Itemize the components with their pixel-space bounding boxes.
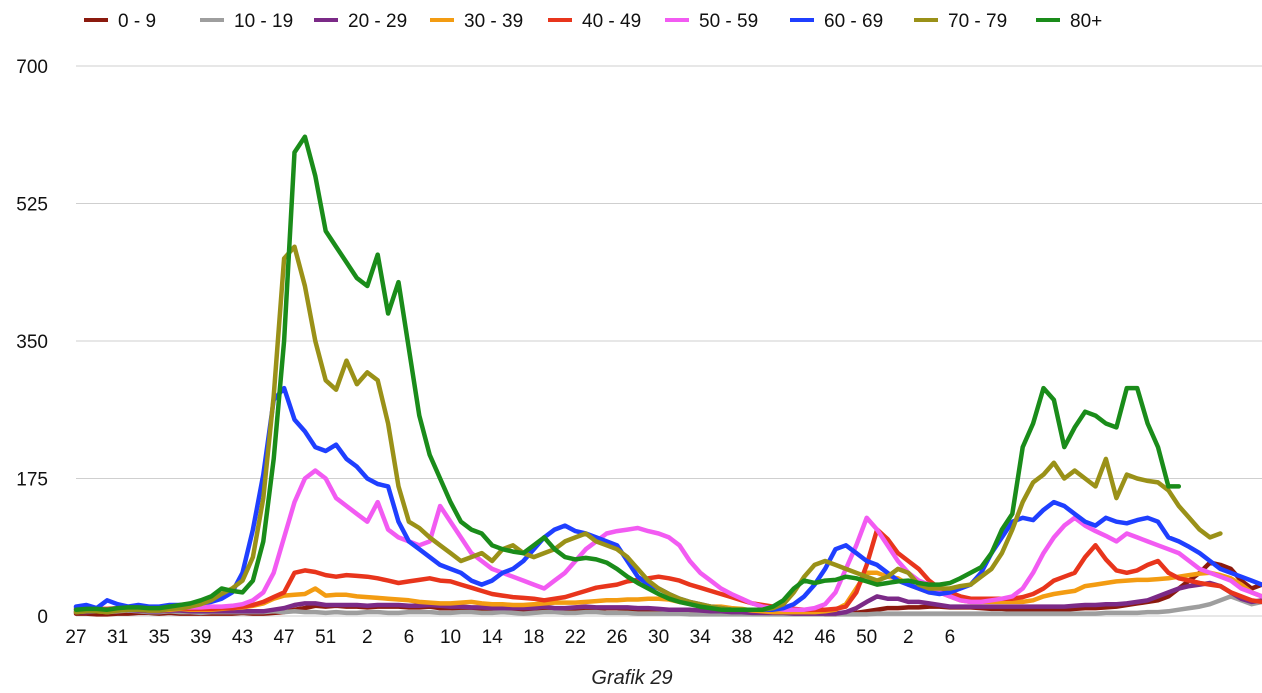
series-line-20-29 xyxy=(73,580,1262,616)
legend-item: 40 - 49 xyxy=(548,11,641,32)
series-lines xyxy=(73,134,1262,617)
x-tick-label: 34 xyxy=(690,627,712,648)
legend-label: 20 - 29 xyxy=(348,11,407,32)
x-tick-label: 42 xyxy=(773,627,794,648)
legend-label: 0 - 9 xyxy=(118,11,156,32)
x-tick-label: 6 xyxy=(945,627,956,648)
y-tick-label: 0 xyxy=(37,607,48,628)
legend-item: 0 - 9 xyxy=(84,11,156,32)
x-tick-label: 2 xyxy=(362,627,373,648)
y-tick-label: 350 xyxy=(16,332,48,353)
x-tick-label: 47 xyxy=(273,627,294,648)
legend-label: 40 - 49 xyxy=(582,11,641,32)
x-tick-label: 39 xyxy=(190,627,211,648)
x-tick-label: 51 xyxy=(315,627,336,648)
chart-caption: Grafik 29 xyxy=(591,667,672,689)
x-tick-label: 18 xyxy=(523,627,544,648)
legend-label: 60 - 69 xyxy=(824,11,883,32)
y-axis-tick-labels: 0 175 350 525 700 xyxy=(16,57,48,628)
y-tick-label: 700 xyxy=(16,57,48,78)
x-tick-label: 31 xyxy=(107,627,128,648)
series-line-70-79 xyxy=(73,244,1223,615)
series-line-80plus xyxy=(73,134,1182,612)
legend-label: 10 - 19 xyxy=(234,11,293,32)
x-tick-label: 2 xyxy=(903,627,914,648)
y-tick-label: 525 xyxy=(16,195,48,216)
x-tick-label: 43 xyxy=(232,627,253,648)
legend-item: 70 - 79 xyxy=(914,11,1007,32)
legend-label: 70 - 79 xyxy=(948,11,1007,32)
legend-label: 30 - 39 xyxy=(464,11,523,32)
x-tick-label: 30 xyxy=(648,627,669,648)
x-tick-label: 10 xyxy=(440,627,461,648)
x-axis-tick-labels: 27 31 35 39 43 47 51 2 6 10 14 18 22 26 30 34 38 42 46 50 2 6 xyxy=(65,627,955,648)
legend-item: 30 - 39 xyxy=(430,11,523,32)
legend-item: 80+ xyxy=(1036,11,1102,32)
x-tick-label: 6 xyxy=(404,627,415,648)
x-tick-label: 26 xyxy=(606,627,627,648)
legend: 0 - 9 10 - 19 20 - 29 30 - 39 40 - 49 50 - 59… xyxy=(84,11,1102,32)
legend-item: 10 - 19 xyxy=(200,11,293,32)
x-tick-label: 35 xyxy=(149,627,170,648)
legend-label: 80+ xyxy=(1070,11,1102,32)
x-tick-label: 14 xyxy=(482,627,504,648)
legend-item: 60 - 69 xyxy=(790,11,883,32)
series-line-50-59 xyxy=(73,468,1262,612)
x-tick-label: 27 xyxy=(65,627,86,648)
x-tick-label: 46 xyxy=(814,627,835,648)
x-tick-label: 50 xyxy=(856,627,877,648)
series-line-40-49 xyxy=(73,527,1262,612)
x-tick-label: 38 xyxy=(731,627,752,648)
legend-label: 50 - 59 xyxy=(699,11,758,32)
legend-item: 20 - 29 xyxy=(314,11,407,32)
legend-item: 50 - 59 xyxy=(665,11,758,32)
y-tick-label: 175 xyxy=(16,470,48,491)
x-tick-label: 22 xyxy=(565,627,586,648)
